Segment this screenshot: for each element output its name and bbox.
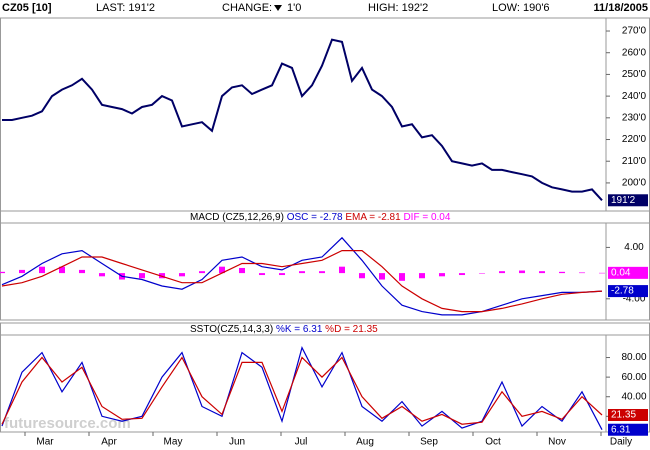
value-box <box>608 266 648 279</box>
legend-entry: %D = 21.35 <box>325 324 378 335</box>
histogram-bar <box>439 273 445 277</box>
x-tick-label: Apr <box>101 437 117 448</box>
y-tick-label: 220'0 <box>622 134 647 145</box>
y-tick-label: 40.00 <box>621 391 646 402</box>
line <box>1 236 603 316</box>
x-tick-label: May <box>164 437 183 448</box>
histogram-bar <box>59 266 65 274</box>
x-tick-label: Aug <box>356 437 374 448</box>
y-tick-label: 200'0 <box>622 178 647 189</box>
value-box <box>608 409 648 422</box>
x-tick-label: Jul <box>295 437 308 448</box>
histogram-bar <box>459 273 465 276</box>
line <box>1 250 603 313</box>
histogram-bar <box>559 271 565 274</box>
line <box>2 38 603 201</box>
histogram-bar <box>319 271 325 274</box>
x-tick-label: Mar <box>36 437 54 448</box>
watermark: futuresource.com <box>4 415 131 432</box>
histogram-bar <box>519 270 525 274</box>
down-arrow <box>274 5 282 11</box>
legend-entry: OSC = -2.78 <box>287 212 343 223</box>
y-tick-label: 260'0 <box>622 47 647 58</box>
y-tick-label: 80.00 <box>621 352 646 363</box>
y-tick-label: 250'0 <box>622 69 647 80</box>
panel-title: SSTO(CZ5,14,3,3) %K = 6.31 %D = 21.35 <box>190 324 378 335</box>
symbol: CZ05 [10] <box>2 2 52 14</box>
histogram-bar <box>19 269 25 274</box>
value-box-label: 0.04 <box>611 267 631 278</box>
histogram-bar <box>219 266 225 274</box>
title-text: MACD (CZ5,12,26,9) <box>190 212 284 223</box>
y-tick-label: 230'0 <box>622 112 647 123</box>
legend-entry: EMA = -2.81 <box>345 212 401 223</box>
x-tick-label: Jun <box>229 437 245 448</box>
histogram-bar <box>239 267 245 274</box>
value-box-label: -2.78 <box>611 286 634 297</box>
low: LOW: 190'6 <box>492 2 550 14</box>
value-box <box>608 423 648 436</box>
histogram-bar <box>379 273 385 280</box>
x-tick-label: Daily <box>610 437 632 448</box>
value-box-label: 21.35 <box>611 410 636 421</box>
date: 11/18/2005 <box>594 2 648 14</box>
histogram-bar <box>499 271 505 274</box>
histogram-bar <box>479 273 485 274</box>
histogram-bar <box>199 271 205 274</box>
value-box <box>608 285 648 298</box>
histogram-bar <box>279 273 285 276</box>
y-tick-label: 240'0 <box>622 91 647 102</box>
title-text: SSTO(CZ5,14,3,3) <box>190 324 273 335</box>
x-tick-label: Sep <box>420 437 438 448</box>
histogram-bar <box>259 273 265 276</box>
value-box-label: 191'2 <box>611 195 636 206</box>
histogram-bar <box>79 269 85 274</box>
panel-title: MACD (CZ5,12,26,9) OSC = -2.78 EMA = -2.… <box>190 212 451 223</box>
histogram-bar <box>539 271 545 274</box>
high: HIGH: 192'2 <box>368 2 428 14</box>
y-tick-label: 4.00 <box>624 242 644 253</box>
histogram-bar <box>599 272 605 274</box>
line <box>1 346 603 430</box>
histogram-bar <box>299 271 305 274</box>
legend-entry: DIF = 0.04 <box>403 212 450 223</box>
histogram-bar <box>39 266 45 274</box>
x-tick-label: Nov <box>548 437 566 448</box>
x-tick-label: Oct <box>485 437 501 448</box>
histogram-bar <box>179 273 185 277</box>
last: LAST: 191'2 <box>96 2 155 14</box>
value-box-label: 6.31 <box>611 424 631 435</box>
y-tick-label: 270'0 <box>622 26 647 37</box>
histogram-bar <box>579 272 585 274</box>
histogram-bar <box>399 273 405 281</box>
histogram-bar <box>139 273 145 279</box>
change: 1'0 <box>287 2 301 14</box>
histogram-bar <box>0 271 5 274</box>
y-tick-label: -4.00 <box>623 293 646 304</box>
y-tick-label: 210'0 <box>622 156 647 167</box>
histogram-bar <box>339 266 345 274</box>
value-box <box>608 194 648 207</box>
histogram-bar <box>359 273 365 279</box>
change-label: CHANGE: <box>222 2 272 14</box>
histogram-bar <box>419 273 425 279</box>
y-tick-label: 60.00 <box>621 372 646 383</box>
histogram-bar <box>99 273 105 277</box>
legend-entry: %K = 6.31 <box>276 324 323 335</box>
line <box>1 356 603 425</box>
